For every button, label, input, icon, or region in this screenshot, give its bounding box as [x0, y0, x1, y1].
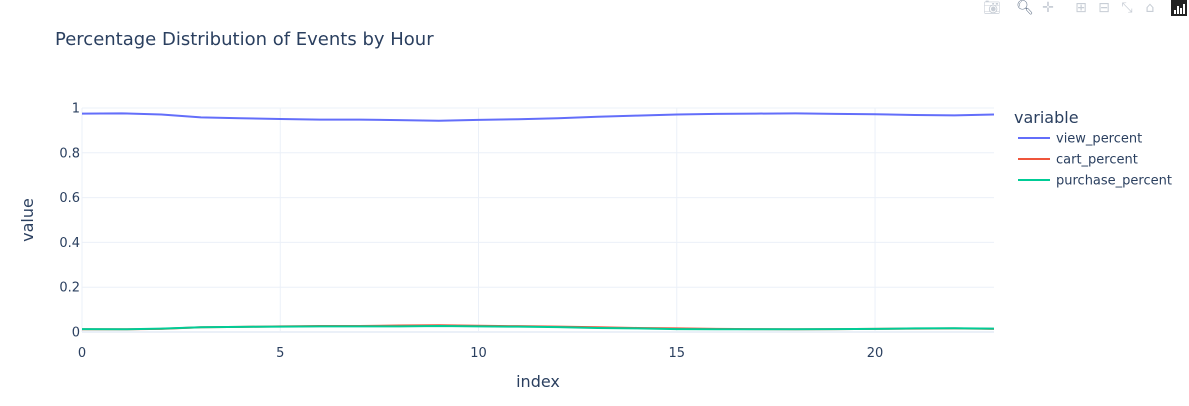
- y-axis-title: value: [18, 198, 37, 242]
- reset-axes-icon[interactable]: ⌂: [1145, 0, 1155, 16]
- y-tick-label: 1: [72, 102, 80, 117]
- x-tick-label: 0: [78, 346, 86, 361]
- y-tick-label: 0.8: [59, 146, 80, 161]
- x-axis-ticks: 0 5 10 15 20: [78, 346, 883, 361]
- chart-title: Percentage Distribution of Events by Hou…: [55, 29, 434, 50]
- pan-icon[interactable]: ✛: [1042, 0, 1054, 16]
- legend[interactable]: variable view_percent cart_percentpurchas…: [1014, 108, 1172, 189]
- y-tick-label: 0.6: [59, 191, 80, 206]
- grid: [81, 107, 994, 333]
- zoom-in-icon[interactable]: ⊞: [1075, 0, 1087, 16]
- zoom-out-icon[interactable]: ⊟: [1098, 0, 1110, 16]
- legend-label: view_percent: [1056, 132, 1142, 147]
- legend-label: cart_percent: [1056, 153, 1138, 168]
- y-tick-label: 0: [72, 326, 80, 341]
- legend-item-view-percent[interactable]: view_percent: [1018, 132, 1142, 147]
- y-tick-label: 0.2: [59, 281, 80, 296]
- series-line-view-percent[interactable]: [81, 112, 995, 122]
- legend-title: variable: [1014, 108, 1079, 127]
- legend-label: purchase_percent: [1056, 174, 1172, 189]
- legend-item-purchase-percent[interactable]: purchase_percent: [1018, 174, 1172, 189]
- autoscale-icon[interactable]: ⤡: [1121, 0, 1133, 16]
- legend-item-cart-percent[interactable]: cart_percent: [1018, 153, 1138, 168]
- series-line-purchase-percent[interactable]: [81, 324, 995, 331]
- modebar: 📷︎ 🔍︎ ✛ ⊞ ⊟ ⤡ ⌂: [978, 0, 1189, 16]
- plotly-logo-icon[interactable]: [1171, 0, 1187, 16]
- x-tick-label: 20: [867, 346, 884, 361]
- x-axis-title: index: [516, 372, 560, 391]
- zoom-icon[interactable]: 🔍︎: [1016, 0, 1034, 16]
- x-tick-label: 10: [470, 346, 487, 361]
- x-tick-label: 15: [669, 346, 686, 361]
- x-tick-label: 5: [276, 346, 284, 361]
- camera-icon[interactable]: 📷︎: [983, 0, 1001, 16]
- y-axis-ticks: 0 0.2 0.4 0.6 0.8 1: [59, 102, 80, 341]
- y-tick-label: 0.4: [59, 236, 80, 251]
- series-lines[interactable]: [81, 112, 995, 331]
